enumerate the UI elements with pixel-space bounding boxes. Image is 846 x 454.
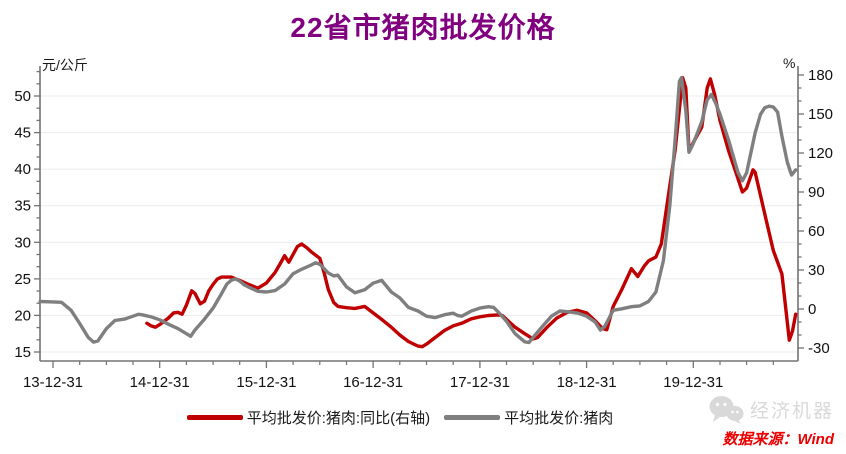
left-axis-tick-label: 20 <box>14 307 31 324</box>
legend-label-price: 平均批发价:猪肉 <box>504 410 614 427</box>
chart-legend: 平均批发价:猪肉:同比(右轴) 平均批发价:猪肉 <box>0 407 800 428</box>
right-axis-tick-label: 90 <box>808 184 825 201</box>
legend-swatch-gray <box>444 415 501 420</box>
x-axis-tick-label: 14-12-31 <box>130 374 190 391</box>
x-axis-tick-label: 13-12-31 <box>23 374 83 391</box>
x-axis-tick-label: 15-12-31 <box>236 374 296 391</box>
x-axis-tick-label: 17-12-31 <box>450 374 510 391</box>
logo-text: 经济机器 <box>749 401 834 422</box>
right-axis-tick-label: 180 <box>808 67 833 84</box>
right-axis-tick-label: 120 <box>808 145 833 162</box>
left-axis-tick-label: 30 <box>14 234 31 251</box>
x-axis-tick-label: 18-12-31 <box>557 374 617 391</box>
wechat-icon <box>709 396 744 424</box>
logo-row: 经济机器 <box>708 395 834 424</box>
right-axis-tick-label: 150 <box>808 106 833 123</box>
left-axis-tick-label: 25 <box>14 271 31 288</box>
right-axis-tick-label: 0 <box>808 301 816 318</box>
x-axis-tick-label: 16-12-31 <box>343 374 403 391</box>
series-yoy-line <box>145 75 798 349</box>
left-axis-tick-label: 40 <box>14 161 31 178</box>
legend-label-yoy: 平均批发价:猪肉:同比(右轴) <box>246 410 431 427</box>
data-source-note: 数据来源：Wind <box>722 431 834 448</box>
left-axis-unit: 元/公斤 <box>42 57 88 73</box>
left-axis-tick-label: 45 <box>14 125 31 142</box>
right-axis-tick-label: 30 <box>808 262 825 279</box>
legend-swatch-red <box>186 415 243 420</box>
left-axis-tick-label: 50 <box>14 88 31 105</box>
x-axis-tick-label: 19-12-31 <box>663 374 723 391</box>
legend-item-yoy: 平均批发价:猪肉:同比(右轴) <box>186 407 431 428</box>
series-price-line <box>38 75 798 345</box>
left-axis-tick-label: 35 <box>14 198 31 215</box>
right-axis-unit: % <box>783 55 796 71</box>
right-axis-tick-label: 60 <box>808 223 825 240</box>
left-axis-tick-label: 15 <box>14 344 31 361</box>
right-axis-tick-label: -30 <box>808 340 830 357</box>
page-title: 22省市猪肉批发价格 <box>290 12 556 43</box>
legend-item-price: 平均批发价:猪肉 <box>444 407 613 428</box>
